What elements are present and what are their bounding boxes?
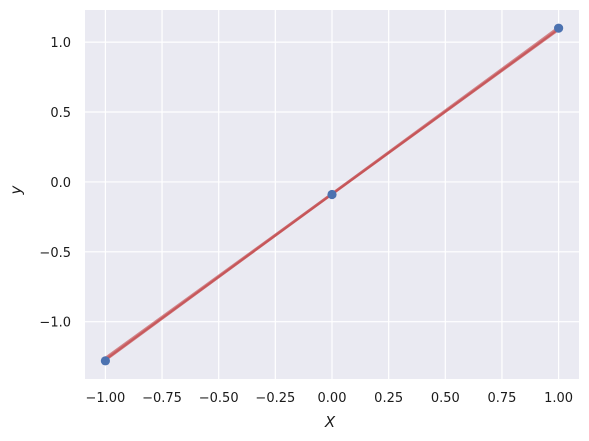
y-tick-label: −0.5 <box>39 246 71 261</box>
x-tick-label: −0.25 <box>255 391 295 406</box>
data-points <box>100 23 564 366</box>
x-axis-ticks: −1.00 −0.75 −0.50 −0.25 0.00 0.25 0.50 0.75 1.00 <box>85 391 573 406</box>
x-tick-label: −1.00 <box>85 391 125 406</box>
x-tick-label: 0.75 <box>487 391 516 406</box>
x-axis-label: X <box>324 413 336 431</box>
data-point <box>554 23 564 33</box>
x-tick-label: −0.50 <box>199 391 239 406</box>
x-tick-label: −0.75 <box>142 391 182 406</box>
x-tick-label: 1.00 <box>544 391 573 406</box>
data-point <box>100 356 110 366</box>
x-tick-label: 0.25 <box>374 391 403 406</box>
y-tick-label: −1.0 <box>39 316 71 331</box>
data-point <box>327 189 337 200</box>
y-axis-label: y <box>7 184 25 195</box>
x-tick-label: 0.00 <box>318 391 347 406</box>
y-tick-label: 0.5 <box>50 106 71 121</box>
y-tick-label: 1.0 <box>50 36 71 51</box>
y-tick-label: 0.0 <box>50 176 71 191</box>
x-tick-label: 0.50 <box>431 391 460 406</box>
y-axis-ticks: −1.0 −0.5 0.0 0.5 1.0 <box>39 36 71 331</box>
